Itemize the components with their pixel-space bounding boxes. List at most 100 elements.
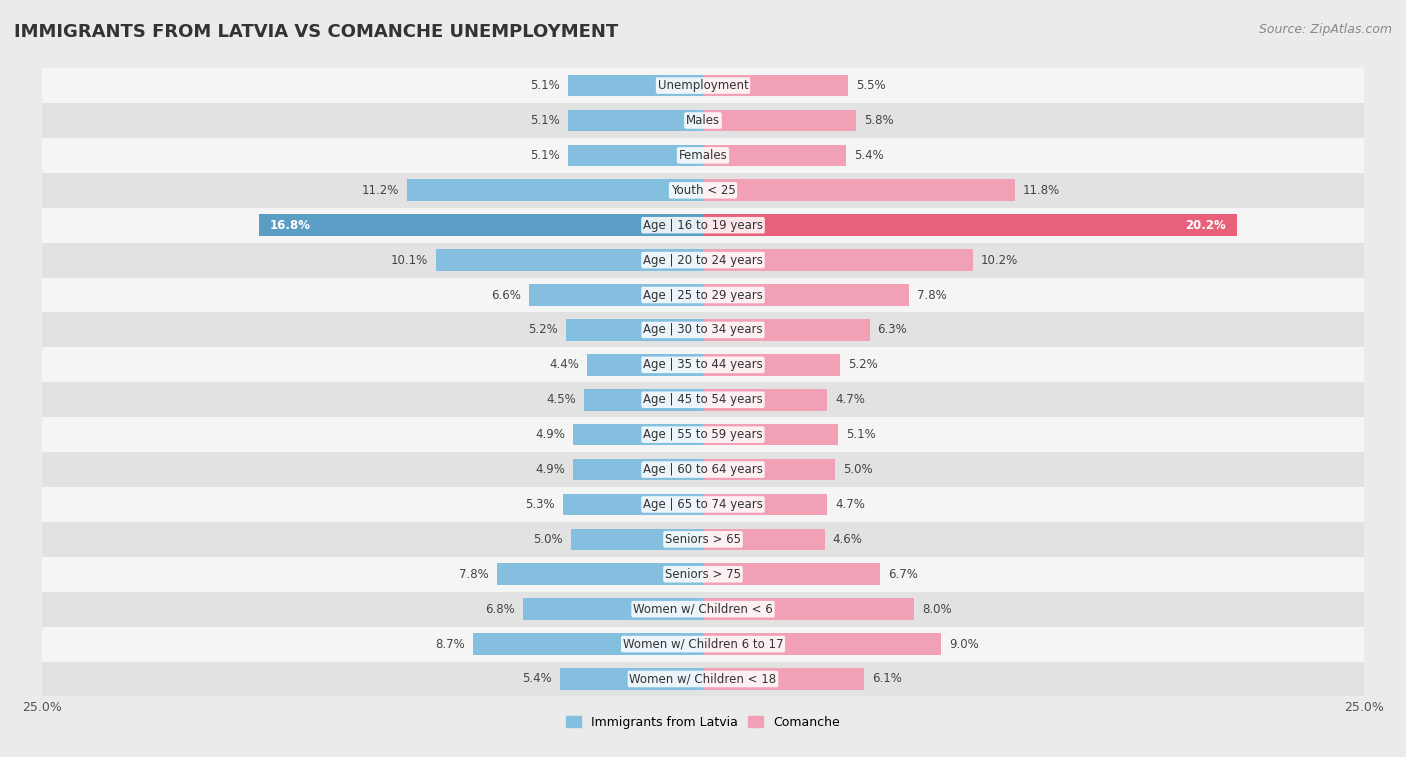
Text: 5.1%: 5.1% <box>530 79 560 92</box>
Bar <box>703 634 941 655</box>
Bar <box>42 662 1364 696</box>
Bar <box>571 528 703 550</box>
Text: Seniors > 65: Seniors > 65 <box>665 533 741 546</box>
Bar <box>472 634 703 655</box>
Bar <box>42 417 1364 452</box>
Bar <box>703 528 824 550</box>
Bar <box>42 487 1364 522</box>
Bar <box>703 598 914 620</box>
Text: Age | 25 to 29 years: Age | 25 to 29 years <box>643 288 763 301</box>
Text: 5.0%: 5.0% <box>533 533 562 546</box>
Bar <box>529 284 703 306</box>
Bar <box>703 75 848 96</box>
Text: Females: Females <box>679 149 727 162</box>
Bar <box>565 319 703 341</box>
Bar <box>574 424 703 445</box>
Bar <box>703 459 835 481</box>
Bar <box>42 382 1364 417</box>
Bar <box>703 249 973 271</box>
Bar <box>703 389 827 410</box>
Bar <box>703 110 856 131</box>
Bar <box>42 627 1364 662</box>
Text: Women w/ Children < 6: Women w/ Children < 6 <box>633 603 773 615</box>
Text: 5.3%: 5.3% <box>526 498 555 511</box>
Bar <box>42 207 1364 243</box>
Text: 4.4%: 4.4% <box>548 358 579 372</box>
Text: Age | 35 to 44 years: Age | 35 to 44 years <box>643 358 763 372</box>
Bar <box>42 103 1364 138</box>
Bar <box>703 179 1015 201</box>
Text: 5.2%: 5.2% <box>527 323 558 336</box>
Bar <box>703 563 880 585</box>
Text: 6.3%: 6.3% <box>877 323 907 336</box>
Text: 4.9%: 4.9% <box>536 428 565 441</box>
Bar <box>406 179 703 201</box>
Bar <box>436 249 703 271</box>
Text: 5.0%: 5.0% <box>844 463 873 476</box>
Text: 5.1%: 5.1% <box>530 149 560 162</box>
Text: 8.0%: 8.0% <box>922 603 952 615</box>
Text: Age | 65 to 74 years: Age | 65 to 74 years <box>643 498 763 511</box>
Bar <box>42 243 1364 278</box>
Bar <box>42 313 1364 347</box>
Bar <box>568 75 703 96</box>
Bar <box>42 452 1364 487</box>
Text: 8.7%: 8.7% <box>436 637 465 650</box>
Text: Age | 60 to 64 years: Age | 60 to 64 years <box>643 463 763 476</box>
Text: Women w/ Children < 18: Women w/ Children < 18 <box>630 672 776 686</box>
Text: Age | 55 to 59 years: Age | 55 to 59 years <box>643 428 763 441</box>
Bar <box>703 668 865 690</box>
Bar <box>703 354 841 375</box>
Text: 4.9%: 4.9% <box>536 463 565 476</box>
Text: 7.8%: 7.8% <box>460 568 489 581</box>
Text: 4.5%: 4.5% <box>547 393 576 407</box>
Text: 5.8%: 5.8% <box>865 114 894 127</box>
Bar <box>42 68 1364 103</box>
Bar <box>42 592 1364 627</box>
Bar <box>42 278 1364 313</box>
Bar <box>560 668 703 690</box>
Text: Age | 20 to 24 years: Age | 20 to 24 years <box>643 254 763 266</box>
Text: 10.2%: 10.2% <box>980 254 1018 266</box>
Text: 6.7%: 6.7% <box>889 568 918 581</box>
Bar <box>42 138 1364 173</box>
Text: 5.1%: 5.1% <box>846 428 876 441</box>
Text: 5.4%: 5.4% <box>523 672 553 686</box>
Bar <box>568 110 703 131</box>
Text: 10.1%: 10.1% <box>391 254 427 266</box>
Text: Unemployment: Unemployment <box>658 79 748 92</box>
Bar <box>583 389 703 410</box>
Text: 9.0%: 9.0% <box>949 637 979 650</box>
Bar <box>703 214 1237 236</box>
Bar <box>703 284 910 306</box>
Bar <box>496 563 703 585</box>
Text: Age | 30 to 34 years: Age | 30 to 34 years <box>643 323 763 336</box>
Text: Women w/ Children 6 to 17: Women w/ Children 6 to 17 <box>623 637 783 650</box>
Text: 4.7%: 4.7% <box>835 498 865 511</box>
Text: 11.8%: 11.8% <box>1022 184 1060 197</box>
Text: 5.1%: 5.1% <box>530 114 560 127</box>
Text: 16.8%: 16.8% <box>270 219 311 232</box>
Text: Males: Males <box>686 114 720 127</box>
Text: 20.2%: 20.2% <box>1185 219 1226 232</box>
Bar <box>259 214 703 236</box>
Bar <box>42 173 1364 207</box>
Text: Seniors > 75: Seniors > 75 <box>665 568 741 581</box>
Text: Age | 16 to 19 years: Age | 16 to 19 years <box>643 219 763 232</box>
Bar <box>568 145 703 167</box>
Text: Source: ZipAtlas.com: Source: ZipAtlas.com <box>1258 23 1392 36</box>
Text: 7.8%: 7.8% <box>917 288 946 301</box>
Text: 11.2%: 11.2% <box>361 184 399 197</box>
Text: Age | 45 to 54 years: Age | 45 to 54 years <box>643 393 763 407</box>
Bar <box>574 459 703 481</box>
Bar <box>703 145 846 167</box>
Text: 4.7%: 4.7% <box>835 393 865 407</box>
Text: 5.5%: 5.5% <box>856 79 886 92</box>
Text: Youth < 25: Youth < 25 <box>671 184 735 197</box>
Bar <box>42 557 1364 592</box>
Legend: Immigrants from Latvia, Comanche: Immigrants from Latvia, Comanche <box>561 711 845 734</box>
Bar <box>562 494 703 516</box>
Text: 5.4%: 5.4% <box>853 149 883 162</box>
Bar <box>703 424 838 445</box>
Text: IMMIGRANTS FROM LATVIA VS COMANCHE UNEMPLOYMENT: IMMIGRANTS FROM LATVIA VS COMANCHE UNEMP… <box>14 23 619 41</box>
